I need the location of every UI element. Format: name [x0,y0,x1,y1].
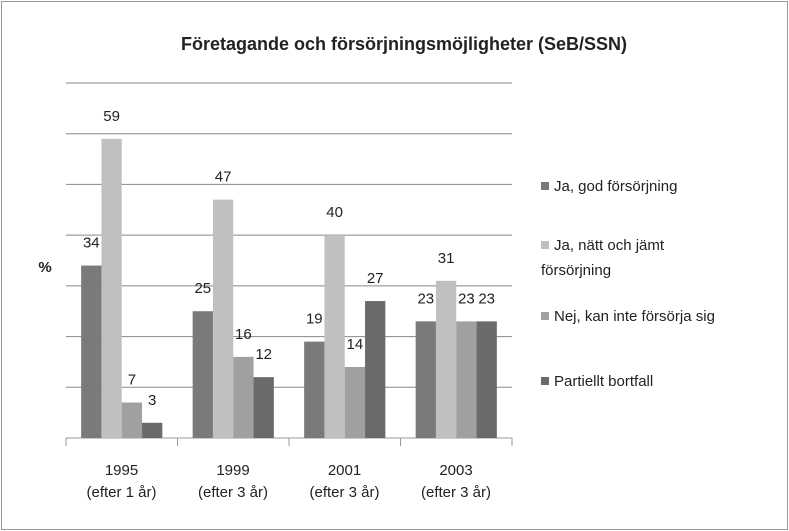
data-label: 23 [417,290,434,307]
bar [192,311,213,438]
data-label: 40 [326,204,343,221]
x-tick-label: 2001 (efter 3 år) [309,462,380,501]
data-label: 12 [255,346,272,363]
legend-label: Ja, nätt och jämt försörjning [541,237,665,279]
data-label: 23 [458,290,475,307]
bar [81,265,102,438]
legend-item: Ja, nätt och jämt försörjning [541,233,721,283]
data-label: 27 [367,270,384,287]
x-tick-label: 1999 (efter 3 år) [197,462,269,501]
x-tick-label: 1995 (efter 1 år) [86,462,157,501]
data-label: 23 [478,290,495,307]
data-label: 3 [148,392,156,409]
data-label: 59 [103,108,120,125]
legend-item: Ja, god försörjning [541,174,781,199]
bar [435,280,457,438]
data-label: 25 [194,280,211,297]
legend-label: Ja, god försörjning [554,178,678,195]
y-axis-label: % [38,259,51,276]
legend-item: Nej, kan inte försörja sig [541,304,781,329]
bar [233,356,254,438]
bar [476,321,497,438]
data-label: 31 [438,250,455,267]
bar [415,321,436,438]
data-label: 47 [215,169,232,186]
legend-swatch [541,377,549,385]
data-label: 34 [83,235,100,252]
legend-label: Partiellt bortfall [554,373,654,390]
bar [253,377,274,438]
legend-item: Partiellt bortfall [541,369,781,394]
chart-title: Företagande och försörjningsmöjligheter … [181,34,627,54]
bar [121,402,143,438]
legend-swatch [541,312,549,320]
bar [142,422,163,438]
bar [212,199,234,438]
legend-label: Nej, kan inte försörja sig [554,308,715,325]
data-label: 16 [235,326,252,343]
x-tick-label: 2003 (efter 3 år) [420,462,492,501]
bar [456,321,477,438]
legend-swatch [541,241,549,249]
bar [324,235,345,438]
legend-swatch [541,182,549,190]
data-label: 7 [128,371,136,388]
bar [365,301,386,438]
bar [344,367,366,438]
bar [101,138,122,439]
data-label: 14 [347,336,364,353]
data-label: 19 [306,311,323,328]
bar [304,341,325,438]
